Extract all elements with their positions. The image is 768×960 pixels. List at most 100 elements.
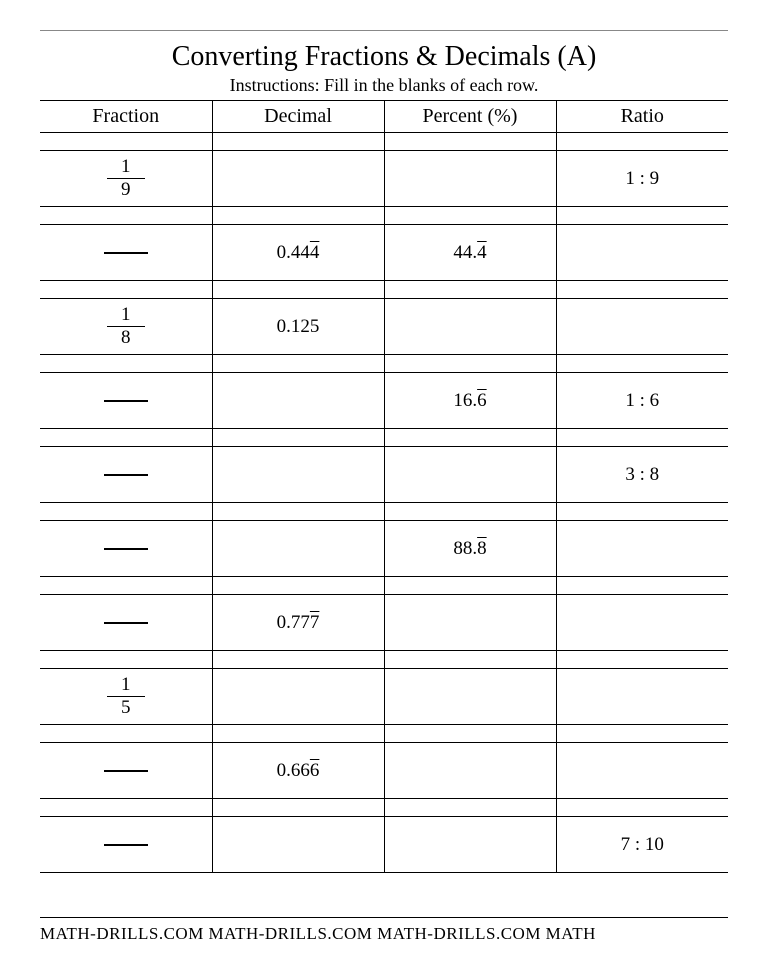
spacer-cell <box>556 133 728 151</box>
blank-fraction-line <box>104 844 148 846</box>
spacer-cell <box>40 207 212 225</box>
blank-fraction-line <box>104 252 148 254</box>
spacer-row <box>40 207 728 225</box>
spacer-cell <box>556 725 728 743</box>
fraction-value: 15 <box>107 675 145 718</box>
spacer-cell <box>40 799 212 817</box>
spacer-cell <box>384 281 556 299</box>
fraction-denominator: 9 <box>107 179 145 200</box>
top-margin-rule <box>40 30 728 31</box>
cell-ratio <box>556 225 728 281</box>
repeating-digit: 6 <box>477 390 487 411</box>
spacer-row <box>40 281 728 299</box>
spacer-cell <box>40 503 212 521</box>
spacer-cell <box>384 503 556 521</box>
table-row: 0.44444.4 <box>40 225 728 281</box>
spacer-cell <box>40 429 212 447</box>
cell-fraction <box>40 595 212 651</box>
spacer-cell <box>384 355 556 373</box>
repeating-digit: 4 <box>477 242 487 263</box>
spacer-cell <box>384 799 556 817</box>
spacer-cell <box>556 355 728 373</box>
page-footer: MATH-DRILLS.COM MATH-DRILLS.COM MATH-DRI… <box>40 917 728 944</box>
fraction-numerator: 1 <box>107 157 145 179</box>
cell-ratio <box>556 669 728 725</box>
conversion-table: Fraction Decimal Percent (%) Ratio 191 :… <box>40 100 728 873</box>
cell-ratio <box>556 595 728 651</box>
blank-fraction-line <box>104 622 148 624</box>
cell-decimal: 0.666 <box>212 743 384 799</box>
cell-decimal <box>212 521 384 577</box>
spacer-row <box>40 577 728 595</box>
spacer-cell <box>40 281 212 299</box>
blank-fraction-line <box>104 474 148 476</box>
cell-ratio <box>556 299 728 355</box>
spacer-cell <box>40 725 212 743</box>
worksheet-title: Converting Fractions & Decimals (A) <box>40 41 728 73</box>
spacer-cell <box>556 651 728 669</box>
cell-percent <box>384 299 556 355</box>
table-row: 180.125 <box>40 299 728 355</box>
cell-ratio <box>556 743 728 799</box>
spacer-cell <box>556 281 728 299</box>
col-percent: Percent (%) <box>384 101 556 133</box>
cell-fraction <box>40 225 212 281</box>
cell-percent <box>384 817 556 873</box>
spacer-cell <box>212 281 384 299</box>
blank-fraction-line <box>104 770 148 772</box>
blank-fraction-line <box>104 400 148 402</box>
cell-percent <box>384 151 556 207</box>
cell-percent: 16.6 <box>384 373 556 429</box>
repeating-digit: 7 <box>310 612 320 633</box>
spacer-cell <box>212 725 384 743</box>
table-row: 0.666 <box>40 743 728 799</box>
cell-fraction: 18 <box>40 299 212 355</box>
cell-percent <box>384 447 556 503</box>
fraction-numerator: 1 <box>107 305 145 327</box>
spacer-row <box>40 651 728 669</box>
cell-ratio: 1 : 9 <box>556 151 728 207</box>
spacer-cell <box>40 651 212 669</box>
spacer-row <box>40 799 728 817</box>
cell-decimal <box>212 669 384 725</box>
cell-ratio <box>556 521 728 577</box>
spacer-cell <box>212 355 384 373</box>
spacer-cell <box>212 651 384 669</box>
blank-fraction-line <box>104 548 148 550</box>
table-header-row: Fraction Decimal Percent (%) Ratio <box>40 101 728 133</box>
cell-fraction <box>40 373 212 429</box>
col-decimal: Decimal <box>212 101 384 133</box>
table-row: 16.61 : 6 <box>40 373 728 429</box>
repeating-digit: 4 <box>310 242 320 263</box>
col-fraction: Fraction <box>40 101 212 133</box>
spacer-row <box>40 503 728 521</box>
cell-percent <box>384 595 556 651</box>
fraction-value: 19 <box>107 157 145 200</box>
fraction-denominator: 8 <box>107 327 145 348</box>
spacer-cell <box>556 799 728 817</box>
cell-percent <box>384 669 556 725</box>
spacer-cell <box>212 799 384 817</box>
cell-percent <box>384 743 556 799</box>
cell-ratio: 1 : 6 <box>556 373 728 429</box>
cell-decimal <box>212 447 384 503</box>
spacer-cell <box>40 133 212 151</box>
footer-text: MATH-DRILLS.COM MATH-DRILLS.COM MATH-DRI… <box>40 924 728 944</box>
fraction-denominator: 5 <box>107 697 145 718</box>
spacer-cell <box>384 207 556 225</box>
cell-fraction <box>40 817 212 873</box>
table-row: 0.777 <box>40 595 728 651</box>
cell-percent: 44.4 <box>384 225 556 281</box>
spacer-row <box>40 429 728 447</box>
cell-percent: 88.8 <box>384 521 556 577</box>
fraction-numerator: 1 <box>107 675 145 697</box>
spacer-cell <box>212 429 384 447</box>
table-row: 15 <box>40 669 728 725</box>
repeating-digit: 6 <box>310 760 320 781</box>
spacer-cell <box>212 133 384 151</box>
table-row: 3 : 8 <box>40 447 728 503</box>
spacer-row <box>40 133 728 151</box>
spacer-cell <box>384 429 556 447</box>
spacer-cell <box>556 503 728 521</box>
spacer-cell <box>384 577 556 595</box>
